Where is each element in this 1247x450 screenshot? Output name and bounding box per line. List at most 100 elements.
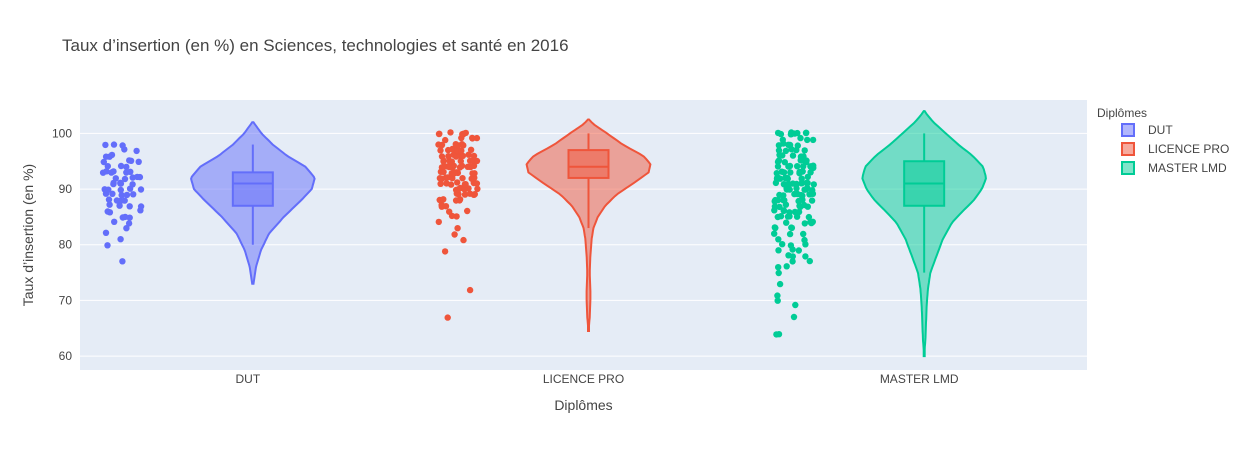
data-point <box>776 203 783 211</box>
data-point <box>772 196 779 204</box>
y-axis-ticks: 60 70 80 90 100 <box>52 126 72 363</box>
data-point <box>461 191 469 198</box>
legend-item[interactable]: DUT <box>1121 123 1173 137</box>
data-point <box>462 129 469 137</box>
data-point <box>119 142 126 149</box>
data-point <box>795 208 803 216</box>
data-point <box>442 203 450 210</box>
x-tick-label: DUT <box>235 372 260 386</box>
violin-group <box>99 121 316 285</box>
data-point <box>800 230 807 238</box>
data-point <box>799 168 806 175</box>
data-point <box>117 162 125 170</box>
data-point <box>771 230 778 237</box>
data-point <box>130 191 137 198</box>
data-point <box>791 130 798 137</box>
data-point <box>787 169 794 176</box>
legend-label: DUT <box>1148 123 1173 137</box>
data-point <box>448 158 455 165</box>
data-point <box>135 158 142 165</box>
data-point <box>455 186 462 193</box>
data-point <box>788 224 795 231</box>
data-point <box>809 187 816 194</box>
data-point <box>780 192 787 199</box>
data-point <box>798 175 805 182</box>
data-point <box>802 253 809 260</box>
violin-group <box>435 118 652 332</box>
data-point <box>103 168 110 175</box>
data-point <box>118 192 125 199</box>
data-point <box>795 247 802 254</box>
data-point <box>459 175 466 182</box>
data-point <box>100 158 108 166</box>
data-point <box>775 269 782 277</box>
data-point <box>104 208 111 215</box>
data-point <box>447 181 455 188</box>
data-point <box>446 208 453 215</box>
data-point <box>779 136 786 143</box>
data-point <box>780 181 788 188</box>
data-point <box>442 136 449 144</box>
data-point <box>126 157 133 164</box>
data-point <box>460 236 467 244</box>
data-point <box>774 129 782 137</box>
data-point <box>810 162 817 169</box>
x-axis-ticks: DUT LICENCE PRO MASTER LMD <box>235 372 958 386</box>
data-point <box>458 147 465 154</box>
legend-item[interactable]: LICENCE PRO <box>1121 142 1229 156</box>
data-point <box>101 186 108 193</box>
data-point <box>804 136 811 144</box>
data-point <box>438 141 446 149</box>
data-point <box>102 153 110 160</box>
data-point <box>780 207 787 214</box>
data-point <box>773 170 780 177</box>
data-point <box>809 136 817 144</box>
data-point <box>440 158 447 165</box>
data-point <box>467 163 474 171</box>
data-point <box>446 163 453 171</box>
data-point <box>774 297 781 304</box>
data-point <box>464 207 471 215</box>
data-point <box>438 153 446 160</box>
data-point <box>111 218 118 225</box>
y-tick-label: 70 <box>59 293 73 307</box>
data-point <box>807 218 814 226</box>
data-point <box>109 190 116 197</box>
x-tick-label: LICENCE PRO <box>543 372 624 386</box>
data-point <box>810 181 817 188</box>
legend-item[interactable]: MASTER LMD <box>1121 161 1227 175</box>
data-point <box>129 181 136 188</box>
data-point <box>468 157 475 164</box>
violin-group <box>771 110 987 358</box>
data-point <box>469 135 476 142</box>
data-point <box>783 219 790 226</box>
data-point <box>460 142 467 149</box>
data-point <box>117 236 124 243</box>
box <box>231 171 274 207</box>
data-point <box>447 129 454 136</box>
data-point <box>774 163 782 170</box>
data-point <box>117 180 125 187</box>
data-point <box>119 258 126 265</box>
data-point <box>786 209 793 216</box>
data-point <box>775 247 782 254</box>
data-point <box>793 213 801 220</box>
legend-label: LICENCE PRO <box>1148 142 1229 156</box>
data-point <box>790 313 798 321</box>
data-point <box>113 197 121 204</box>
legend: Diplômes DUT LICENCE PRO MASTER LMD <box>1097 106 1229 175</box>
data-point <box>121 197 128 204</box>
data-point <box>775 236 782 243</box>
data-point <box>786 230 794 238</box>
legend-label: MASTER LMD <box>1148 161 1227 175</box>
data-point <box>106 201 113 208</box>
data-point <box>794 163 801 170</box>
x-tick-label: MASTER LMD <box>880 372 959 386</box>
data-point <box>435 218 442 226</box>
data-point <box>774 292 781 299</box>
data-point <box>771 224 778 231</box>
data-point <box>802 129 810 137</box>
data-point <box>805 213 813 221</box>
data-point <box>105 196 113 203</box>
data-point <box>789 253 796 260</box>
